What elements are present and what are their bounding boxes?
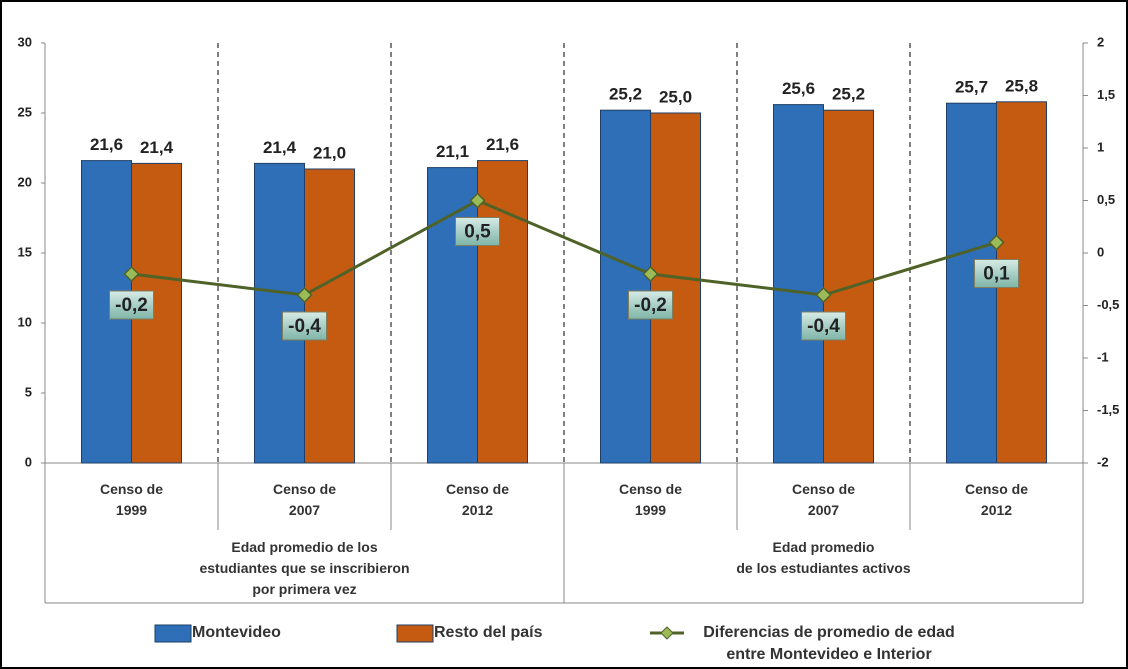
diff-marker bbox=[296, 286, 313, 304]
y2-tick-label: 1 bbox=[1097, 139, 1104, 154]
diff-marker bbox=[469, 192, 486, 209]
bar-value-label: 21,6 bbox=[486, 135, 519, 154]
group-label: estudiantes que se inscribieron bbox=[199, 560, 410, 576]
legend-marker bbox=[660, 626, 674, 640]
diff-label-box bbox=[455, 217, 500, 246]
diff-value-label: 0,5 bbox=[464, 222, 491, 243]
x-tick-label: Censo de 2012 bbox=[445, 481, 509, 518]
bar-value-label: 21,0 bbox=[313, 143, 346, 162]
bar-value-label: 25,2 bbox=[609, 85, 642, 104]
diff-value-label: -0,4 bbox=[807, 316, 840, 337]
diff-line bbox=[131, 198, 997, 297]
y-tick-label: 25 bbox=[18, 104, 32, 119]
bar bbox=[477, 160, 528, 464]
y2-tick-label: -2 bbox=[1097, 454, 1109, 469]
y2-tick-label: -0,5 bbox=[1097, 297, 1119, 312]
group-label: Edad promedio bbox=[772, 539, 875, 555]
group-label: por primera vez bbox=[252, 581, 357, 597]
x-tick-label: Censo de 1999 bbox=[99, 481, 163, 518]
diff-value-label: -0,2 bbox=[115, 295, 148, 316]
x-tick-label: Censo de 2012 bbox=[964, 481, 1028, 518]
legend-label: Montevideo bbox=[192, 624, 281, 641]
y-tick-label: 5 bbox=[25, 384, 32, 399]
y-tick-label: 30 bbox=[18, 34, 32, 49]
bar-value-label: 21,1 bbox=[436, 142, 469, 161]
group-label: Edad promedio de los bbox=[231, 539, 378, 555]
diff-value-label: -0,4 bbox=[288, 316, 321, 337]
bar-value-label: 25,7 bbox=[955, 78, 988, 97]
bar-value-label: 21,4 bbox=[140, 138, 174, 157]
bar-value-label: 21,6 bbox=[90, 135, 123, 154]
bar-value-label: 25,6 bbox=[782, 79, 815, 98]
diff-label-box bbox=[974, 259, 1019, 288]
diff-label-box bbox=[628, 290, 673, 320]
bar bbox=[600, 109, 651, 464]
y2-tick-label: 2 bbox=[1097, 34, 1104, 49]
y-tick-label: 20 bbox=[18, 174, 32, 189]
legend-swatch bbox=[154, 624, 192, 643]
y2-tick-label: -1,5 bbox=[1097, 402, 1119, 417]
y2-tick-label: 1,5 bbox=[1097, 87, 1115, 102]
y2-tick-label: -1 bbox=[1097, 349, 1109, 364]
diff-label-box bbox=[109, 290, 154, 320]
diff-marker bbox=[642, 265, 659, 283]
diff-label-box bbox=[282, 311, 327, 341]
bar-value-label: 21,4 bbox=[263, 138, 297, 157]
bar bbox=[427, 167, 478, 464]
bar-value-label: 25,2 bbox=[832, 85, 865, 104]
y2-tick-label: 0,5 bbox=[1097, 192, 1115, 207]
legend-label: Resto del país bbox=[434, 624, 543, 641]
bar bbox=[773, 104, 824, 464]
diff-marker bbox=[123, 265, 140, 283]
bar bbox=[650, 112, 701, 464]
diff-marker bbox=[815, 286, 832, 304]
bar-value-label: 25,0 bbox=[659, 87, 692, 106]
y-tick-label: 15 bbox=[18, 244, 32, 259]
legend-swatch bbox=[396, 624, 434, 643]
diff-label-box bbox=[801, 311, 846, 341]
y-tick-label: 0 bbox=[25, 454, 32, 469]
diff-value-label: 0,1 bbox=[983, 264, 1010, 285]
group-label: de los estudiantes activos bbox=[736, 560, 911, 576]
legend-label: Diferencias de promedio de edad entre Mo… bbox=[703, 624, 955, 663]
bar-value-label: 25,8 bbox=[1005, 76, 1038, 95]
y-tick-label: 10 bbox=[18, 314, 32, 329]
diff-value-label: -0,2 bbox=[634, 295, 667, 316]
x-tick-label: Censo de 2007 bbox=[272, 481, 336, 518]
y2-tick-label: 0 bbox=[1097, 244, 1104, 259]
x-tick-label: Censo de 2007 bbox=[791, 481, 855, 518]
diff-marker bbox=[988, 234, 1005, 251]
x-tick-label: Censo de 1999 bbox=[618, 481, 682, 518]
